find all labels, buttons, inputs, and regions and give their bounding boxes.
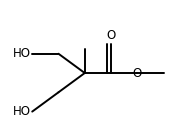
Text: HO: HO xyxy=(12,47,30,60)
Text: HO: HO xyxy=(12,105,30,118)
Text: O: O xyxy=(106,30,116,43)
Text: O: O xyxy=(133,67,142,79)
